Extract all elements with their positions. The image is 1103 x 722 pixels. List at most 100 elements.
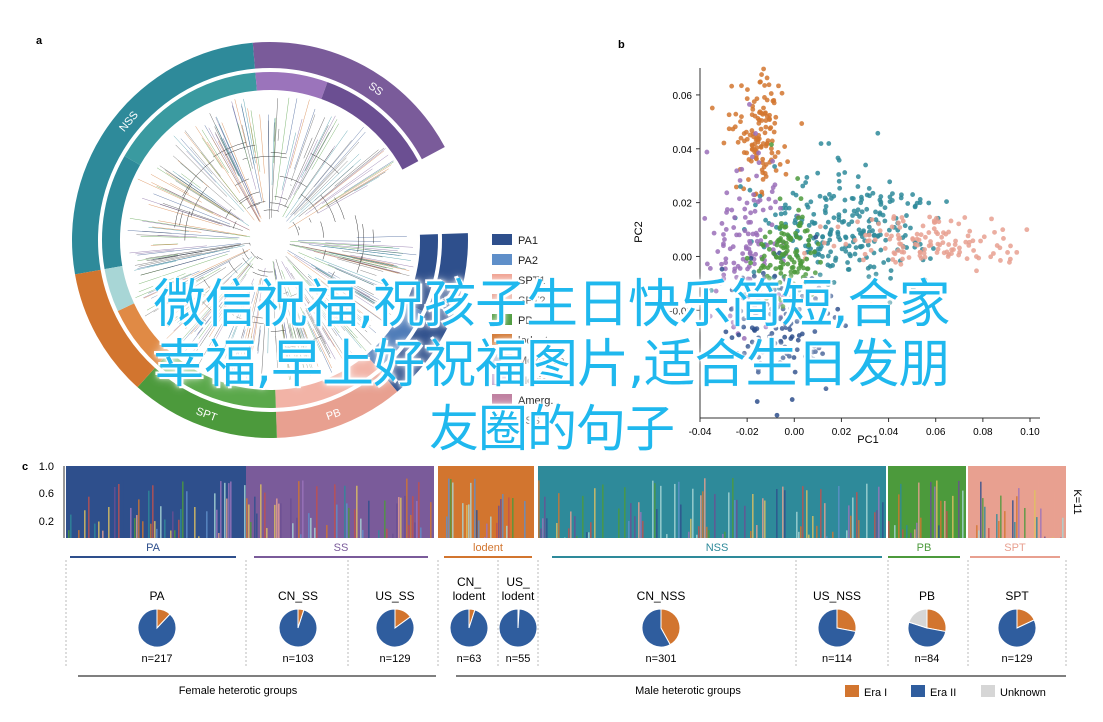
- tree-arc: [334, 197, 345, 220]
- structure-block: [66, 466, 246, 538]
- pca-point-SS: [742, 214, 748, 220]
- tree-branch: [162, 250, 230, 270]
- pca-point-PA: [803, 354, 808, 359]
- pca-point-PB: [774, 242, 780, 248]
- structure-bar: [666, 534, 668, 538]
- tree-branch: [287, 252, 385, 323]
- structure-bar: [302, 480, 304, 538]
- tree-arc: [320, 194, 336, 222]
- tree-arc: [232, 221, 237, 229]
- pca-point-NSS: [855, 184, 861, 189]
- pca-point-PA: [758, 360, 763, 366]
- pca-point-PA: [760, 270, 766, 276]
- pie-title: US_NSS: [813, 589, 861, 603]
- tree-branch: [314, 165, 354, 201]
- pca-point-lodent: [759, 110, 764, 116]
- structure-bar: [854, 506, 856, 538]
- structure-bar: [466, 505, 468, 538]
- pca-xlabel: PC1: [857, 434, 878, 446]
- pca-point-PB: [809, 292, 815, 298]
- tree-arc: [213, 142, 247, 158]
- pca-point-lodent: [755, 139, 761, 145]
- pca-point-PA: [791, 355, 797, 360]
- structure-bar: [882, 502, 884, 538]
- pca-point-lodent: [766, 82, 772, 88]
- pca-point-PA: [746, 293, 752, 299]
- pca-point-lodent: [749, 142, 755, 148]
- pca-point-PB: [796, 223, 802, 229]
- tree-arc: [214, 302, 235, 316]
- pca-point-lodent: [771, 100, 777, 106]
- pca-point-SPT: [861, 257, 866, 263]
- pca-point-SS: [744, 284, 749, 290]
- tree-branch: [267, 327, 269, 354]
- pca-point-NSS: [831, 193, 837, 199]
- structure-bar: [396, 503, 398, 538]
- tree-branch: [195, 126, 224, 170]
- structure-bar: [762, 498, 764, 538]
- pca-point-NSS: [857, 244, 863, 249]
- pca-point-NSS: [708, 288, 714, 293]
- pca-point-NSS: [871, 232, 877, 238]
- pca-point-PA: [752, 304, 758, 309]
- structure-bar: [654, 483, 656, 538]
- tree-branch: [292, 266, 367, 352]
- pca-xtick-label: 0.10: [1020, 427, 1040, 438]
- structure-bar: [938, 525, 940, 538]
- structure-bar: [688, 531, 690, 538]
- pca-point-SS: [704, 261, 710, 267]
- pca-point-PB: [757, 287, 763, 293]
- pca-point-PB: [804, 256, 810, 262]
- tree-branch: [224, 323, 239, 359]
- structure-bar: [246, 498, 248, 538]
- tree-branch: [135, 249, 175, 255]
- pca-point-PB: [796, 215, 801, 221]
- pca-ytick-label: 0.06: [673, 91, 693, 102]
- pca-point-SPT: [956, 221, 962, 227]
- pca-point-PB: [782, 273, 788, 279]
- legend-label: SPT1: [518, 275, 546, 287]
- pca-point-lodent: [744, 136, 750, 142]
- tree-branch: [298, 148, 334, 200]
- tree-arc: [277, 335, 322, 349]
- structure-bar: [946, 511, 948, 538]
- structure-bar: [98, 521, 100, 538]
- tree-branch: [190, 146, 239, 203]
- structure-bar: [582, 495, 584, 538]
- tree-arc: [356, 255, 362, 273]
- structure-bar: [160, 506, 162, 538]
- pca-point-NSS: [857, 257, 863, 263]
- pca-point-NSS: [843, 235, 849, 241]
- structure-bar: [512, 498, 514, 538]
- tree-branch: [148, 270, 200, 294]
- pca-point-PA: [767, 334, 772, 340]
- pca-point-SS: [749, 154, 755, 160]
- pca-point-NSS: [885, 257, 891, 263]
- pca-point-PB: [777, 196, 783, 202]
- pca-point-NSS: [849, 219, 855, 225]
- pca-point-PB: [759, 241, 765, 247]
- tree-arc: [322, 249, 326, 260]
- tree-branch: [166, 172, 239, 220]
- tree-inner-ring-5: [366, 303, 423, 369]
- pca-point-NSS: [835, 231, 841, 237]
- pca-point-SPT: [892, 251, 898, 257]
- pca-point-lodent: [768, 91, 774, 96]
- pca-point-NSS: [831, 280, 837, 285]
- era-legend-label: Era II: [930, 687, 956, 699]
- pca-point-lodent: [763, 110, 768, 116]
- structure-bar: [544, 496, 546, 538]
- structure-bar: [616, 491, 618, 538]
- tree-branch: [245, 316, 256, 368]
- pca-point-SPT: [967, 228, 973, 234]
- pca-point-NSS: [917, 200, 923, 206]
- structure-bar: [308, 513, 310, 538]
- tree-arc: [250, 251, 259, 260]
- tree-branch: [193, 303, 229, 356]
- pca-point-NSS: [800, 183, 806, 189]
- structure-bar: [194, 507, 196, 538]
- tree-branch: [207, 141, 241, 194]
- structure-group-label: PA: [146, 542, 161, 554]
- tree-branch: [231, 329, 246, 378]
- pca-point-PB: [788, 269, 794, 275]
